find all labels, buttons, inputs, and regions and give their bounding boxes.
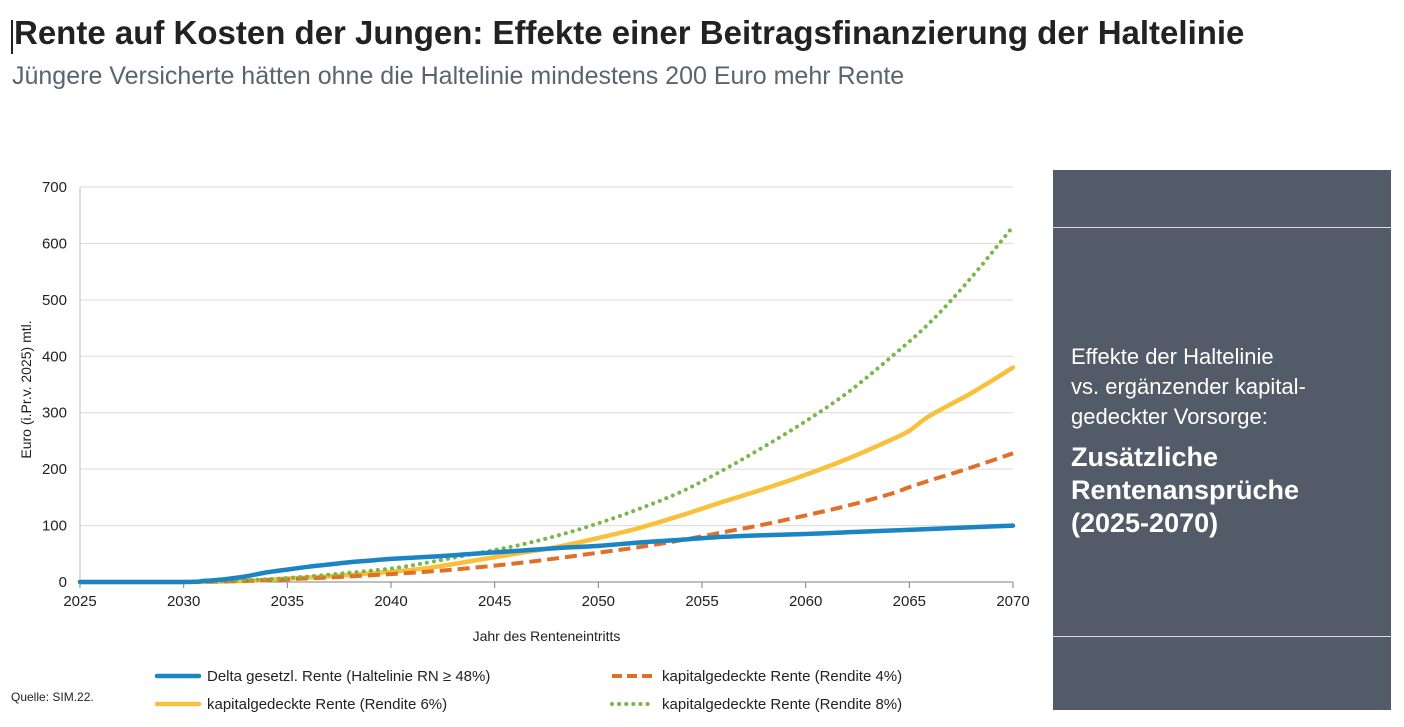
legend-label: kapitalgedeckte Rente (Rendite 8%)	[662, 696, 902, 713]
axes: 0 100 200 300 400 500 600 700 2025 2030 2035 2040 20…	[18, 179, 1030, 644]
y-tick-label: 100	[42, 518, 67, 535]
x-axis-label: Jahr des Renteneintritts	[473, 628, 621, 644]
y-tick-label: 0	[59, 574, 67, 591]
y-axis-label: Euro (i.Pr.v. 2025) mtl.	[18, 320, 34, 458]
series-lines	[77, 224, 1016, 585]
y-tick-label: 400	[42, 348, 67, 365]
x-tick-label: 2055	[685, 593, 718, 610]
gridlines	[80, 186, 1013, 527]
side-panel-divider-top	[1053, 227, 1391, 228]
source-note: Quelle: SIM.22.	[11, 690, 94, 704]
line-chart: 0 100 200 300 400 500 600 700 2025 2030 2035 2040 20…	[18, 179, 1030, 713]
legend: Delta gesetzl. Rente (Haltelinie RN ≥ 48…	[154, 668, 902, 713]
series-line	[79, 451, 1014, 584]
x-tick-label: 2060	[789, 593, 822, 610]
x-tick-label: 2030	[167, 593, 200, 610]
page-subtitle: Jüngere Versicherte hätten ohne die Halt…	[12, 62, 905, 90]
legend-label: kapitalgedeckte Rente (Rendite 4%)	[662, 668, 902, 685]
legend-label: Delta gesetzl. Rente (Haltelinie RN ≥ 48…	[207, 668, 490, 685]
series-line	[78, 224, 1015, 584]
y-tick-label: 500	[42, 292, 67, 309]
side-panel-line: gedeckter Vorsorge:	[1071, 404, 1268, 429]
y-tick-label: 700	[42, 179, 67, 196]
side-panel-divider-bottom	[1053, 636, 1391, 637]
y-tick-label: 300	[42, 405, 67, 422]
legend-label: kapitalgedeckte Rente (Rendite 6%)	[207, 696, 447, 713]
page-title: Rente auf Kosten der Jungen: Effekte ein…	[14, 14, 1245, 51]
side-panel-line: Effekte der Haltelinie	[1071, 344, 1274, 369]
side-panel-line: vs. ergänzender kapital-	[1071, 374, 1306, 399]
side-panel-heading-line: (2025-2070)	[1071, 508, 1219, 538]
side-panel-text: Effekte der Haltelinie vs. ergänzender k…	[1071, 342, 1381, 432]
y-tick-label: 200	[42, 461, 67, 478]
x-tick-label: 2070	[996, 593, 1029, 610]
x-tick-label: 2025	[63, 593, 96, 610]
x-tick-label: 2050	[582, 593, 615, 610]
x-tick-label: 2045	[478, 593, 511, 610]
x-tick-label: 2065	[893, 593, 926, 610]
x-tick-label: 2040	[374, 593, 407, 610]
text-cursor	[11, 20, 13, 54]
y-tick-label: 600	[42, 235, 67, 252]
side-panel-heading: Zusätzliche Rentenansprüche (2025-2070)	[1071, 441, 1381, 540]
side-panel-heading-line: Rentenansprüche	[1071, 475, 1300, 505]
series-line	[77, 523, 1016, 585]
x-tick-label: 2035	[271, 593, 304, 610]
side-panel: Effekte der Haltelinie vs. ergänzender k…	[1053, 170, 1391, 710]
side-panel-heading-line: Zusätzliche	[1071, 442, 1219, 472]
